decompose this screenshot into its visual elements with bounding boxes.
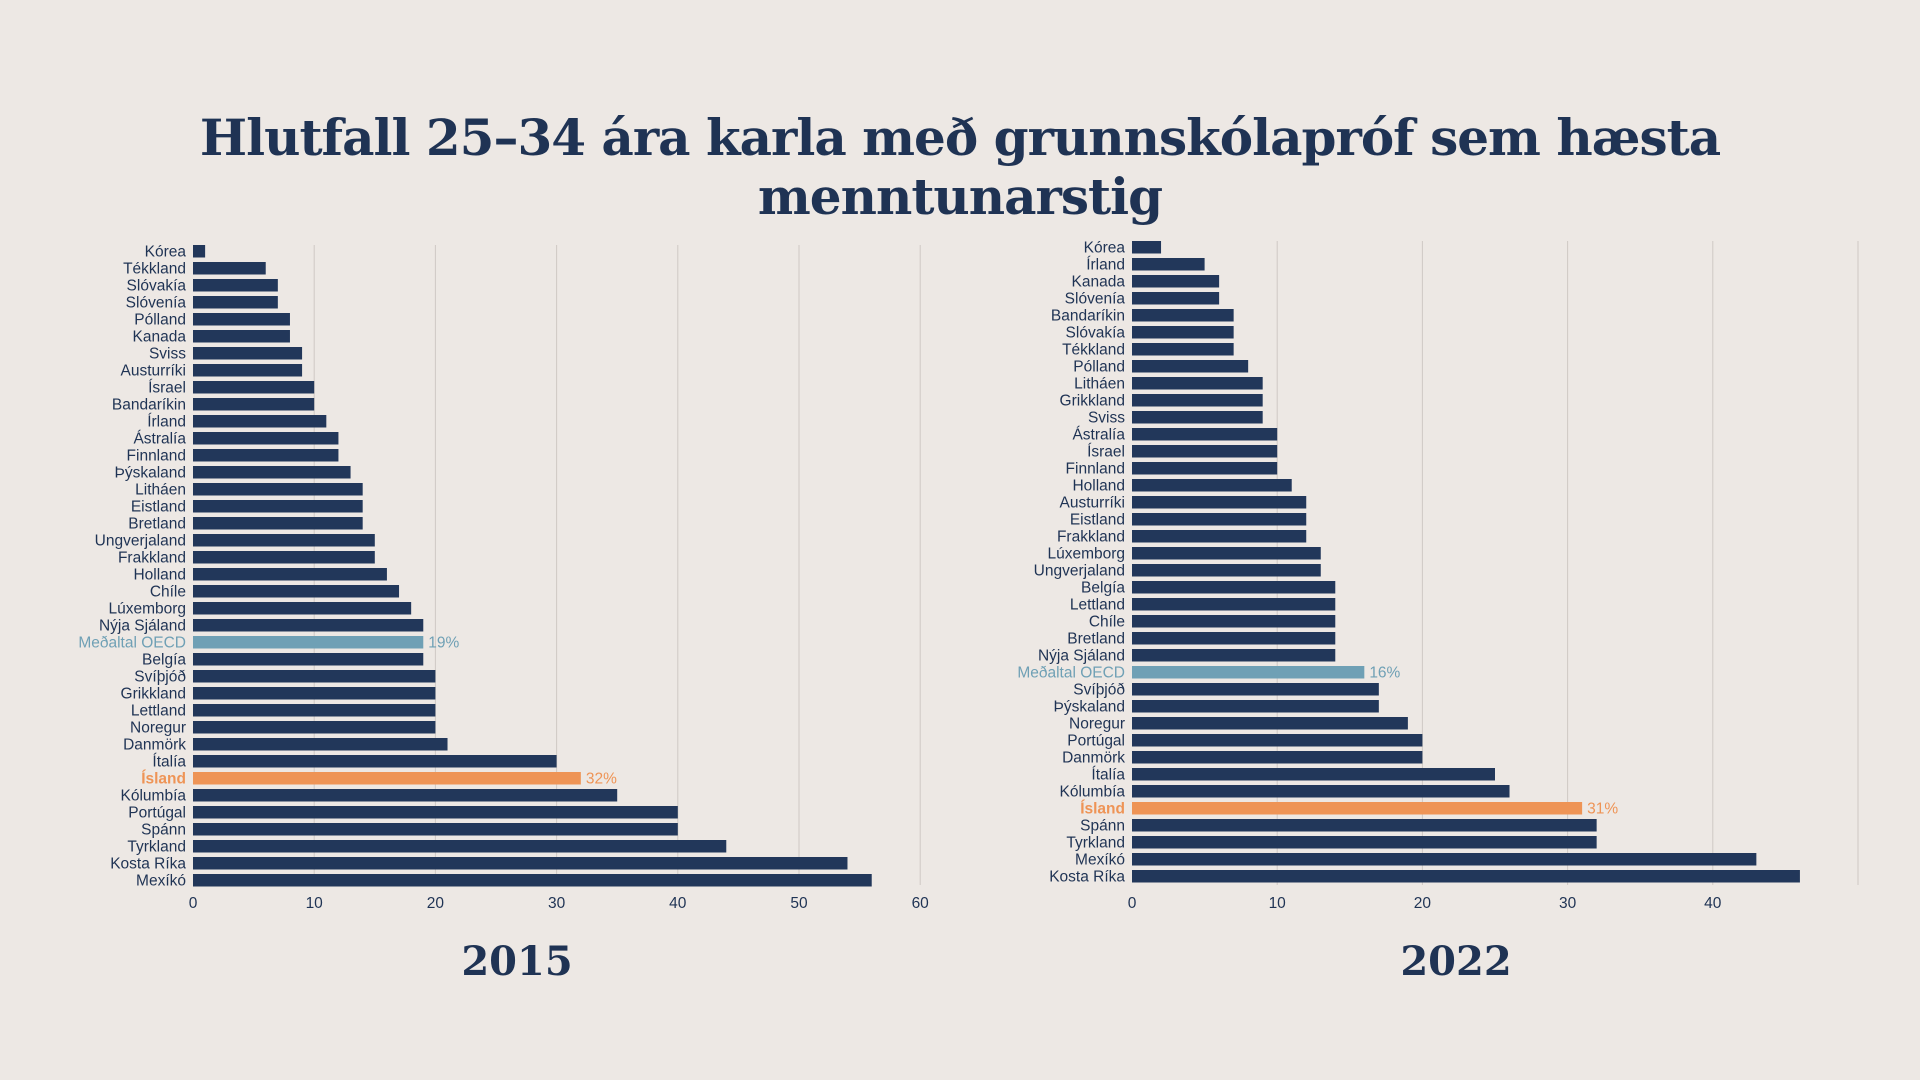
category-label-2015-bretland: Bretland bbox=[128, 515, 186, 532]
category-label-2015-thyskaland: Þýskaland bbox=[114, 464, 186, 481]
bar-2015-belgia bbox=[193, 653, 424, 666]
category-label-2015-svithjod: Svíþjóð bbox=[134, 668, 186, 685]
bar-2015-ungverjaland bbox=[193, 534, 375, 547]
chart-title: Hlutfall 25–34 ára karla með grunnskólap… bbox=[199, 108, 1721, 226]
category-label-2015-eistland: Eistland bbox=[131, 498, 186, 515]
bar-2015-portugal bbox=[193, 806, 678, 819]
category-label-2015-frakkland: Frakkland bbox=[118, 549, 186, 566]
bar-2015-bandarikin bbox=[193, 398, 315, 411]
bar-2015-slovenia bbox=[193, 296, 278, 309]
category-label-2015-polland: Pólland bbox=[134, 311, 186, 328]
category-label-2015-kolumbia: Kólumbía bbox=[121, 787, 187, 804]
chart-year-2022: 2022 bbox=[1400, 938, 1512, 985]
category-label-2015-astralia: Ástralía bbox=[133, 430, 186, 447]
value-label-2015-island: 32% bbox=[586, 770, 617, 787]
bar-2015-kanada bbox=[193, 330, 290, 343]
category-label-2015-nyja-sjaland: Nýja Sjáland bbox=[99, 617, 186, 634]
bar-2015-holland bbox=[193, 568, 387, 581]
bar-2015-noregur bbox=[193, 721, 436, 734]
category-label-2015-belgia: Belgía bbox=[142, 651, 186, 668]
x-tick-label-2015-50: 50 bbox=[790, 895, 808, 912]
bar-2015-frakkland bbox=[193, 551, 375, 564]
bar-2015-finnland bbox=[193, 449, 339, 462]
bar-2015-lithaen bbox=[193, 483, 363, 496]
category-label-2015-finnland: Finnland bbox=[127, 447, 186, 464]
category-label-2015-spann: Spánn bbox=[141, 821, 186, 838]
x-tick-label-2015-60: 60 bbox=[912, 895, 930, 912]
x-tick-label-2015-10: 10 bbox=[306, 895, 324, 912]
category-label-2015-noregur: Noregur bbox=[130, 719, 186, 736]
bar-2015-irland bbox=[193, 415, 327, 428]
bar-2015-mexiko bbox=[193, 874, 872, 887]
category-label-2015-holland: Holland bbox=[133, 566, 186, 583]
bar-2015-kosta-rika bbox=[193, 857, 848, 870]
category-label-2015-israel: Ísrael bbox=[148, 379, 186, 396]
category-label-2015-bandarikin: Bandaríkin bbox=[112, 396, 186, 413]
bar-2015-astralia bbox=[193, 432, 339, 445]
category-label-2015-medaltal-oecd: Meðaltal OECD bbox=[78, 634, 186, 651]
bar-2015-spann bbox=[193, 823, 678, 836]
bar-2015-eistland bbox=[193, 500, 363, 513]
bar-2015-korea bbox=[193, 245, 206, 258]
x-tick-label-2015-30: 30 bbox=[548, 895, 566, 912]
bar-2015-bretland bbox=[193, 517, 363, 530]
bar-2015-danmork bbox=[193, 738, 448, 751]
category-label-2015-sviss: Sviss bbox=[149, 345, 186, 362]
bar-2015-lettland bbox=[193, 704, 436, 717]
category-label-2015-tekkland: Tékkland bbox=[123, 260, 186, 277]
bar-2015-chile bbox=[193, 585, 400, 598]
category-label-2015-italia: Ítalía bbox=[152, 753, 186, 770]
bar-2015-tekkland bbox=[193, 262, 266, 275]
category-label-2015-austurriki: Austurríki bbox=[121, 362, 186, 379]
category-label-2015-irland: Írland bbox=[147, 413, 186, 430]
category-label-2015-lithaen: Litháen bbox=[135, 481, 186, 498]
bar-2015-israel bbox=[193, 381, 315, 394]
bar-2015-medaltal-oecd bbox=[193, 636, 424, 649]
category-label-2015-luxemborg: Lúxemborg bbox=[108, 600, 186, 617]
bar-2015-slovakia bbox=[193, 279, 278, 292]
bar-2015-austurriki bbox=[193, 364, 303, 377]
category-label-2015-lettland: Lettland bbox=[131, 702, 186, 719]
category-label-2015-island: Ísland bbox=[141, 770, 186, 787]
bar-2015-nyja-sjaland bbox=[193, 619, 424, 632]
x-tick-label-2015-40: 40 bbox=[669, 895, 687, 912]
chart-year-2015: 2015 bbox=[461, 938, 573, 985]
bar-2015-island bbox=[193, 772, 581, 785]
bar-2015-tyrkland bbox=[193, 840, 727, 853]
category-label-2015-kosta-rika: Kosta Ríka bbox=[110, 855, 186, 872]
category-label-2015-ungverjaland: Ungverjaland bbox=[95, 532, 186, 549]
bar-2015-grikkland bbox=[193, 687, 436, 700]
category-label-2015-kanada: Kanada bbox=[133, 328, 187, 345]
value-label-2015-medaltal-oecd: 19% bbox=[428, 634, 459, 651]
bar-2015-luxemborg bbox=[193, 602, 412, 615]
category-label-2015-korea: Kórea bbox=[145, 243, 187, 260]
category-label-2015-slovenia: Slóvenía bbox=[126, 294, 187, 311]
bar-2015-italia bbox=[193, 755, 557, 768]
bar-2015-kolumbia bbox=[193, 789, 618, 802]
category-label-2015-grikkland: Grikkland bbox=[121, 685, 186, 702]
bar-2015-svithjod bbox=[193, 670, 436, 683]
bar-2015-thyskaland bbox=[193, 466, 351, 479]
category-label-2015-tyrkland: Tyrkland bbox=[127, 838, 186, 855]
x-tick-label-2015-0: 0 bbox=[189, 895, 198, 912]
category-label-2015-slovakia: Slóvakía bbox=[127, 277, 187, 294]
bar-2015-polland bbox=[193, 313, 290, 326]
bar-2015-sviss bbox=[193, 347, 303, 360]
x-tick-label-2015-20: 20 bbox=[427, 895, 445, 912]
category-label-2015-mexiko: Mexíkó bbox=[136, 872, 186, 889]
category-label-2015-portugal: Portúgal bbox=[128, 804, 186, 821]
category-label-2015-danmork: Danmörk bbox=[123, 736, 186, 753]
category-label-2015-chile: Chíle bbox=[150, 583, 186, 600]
